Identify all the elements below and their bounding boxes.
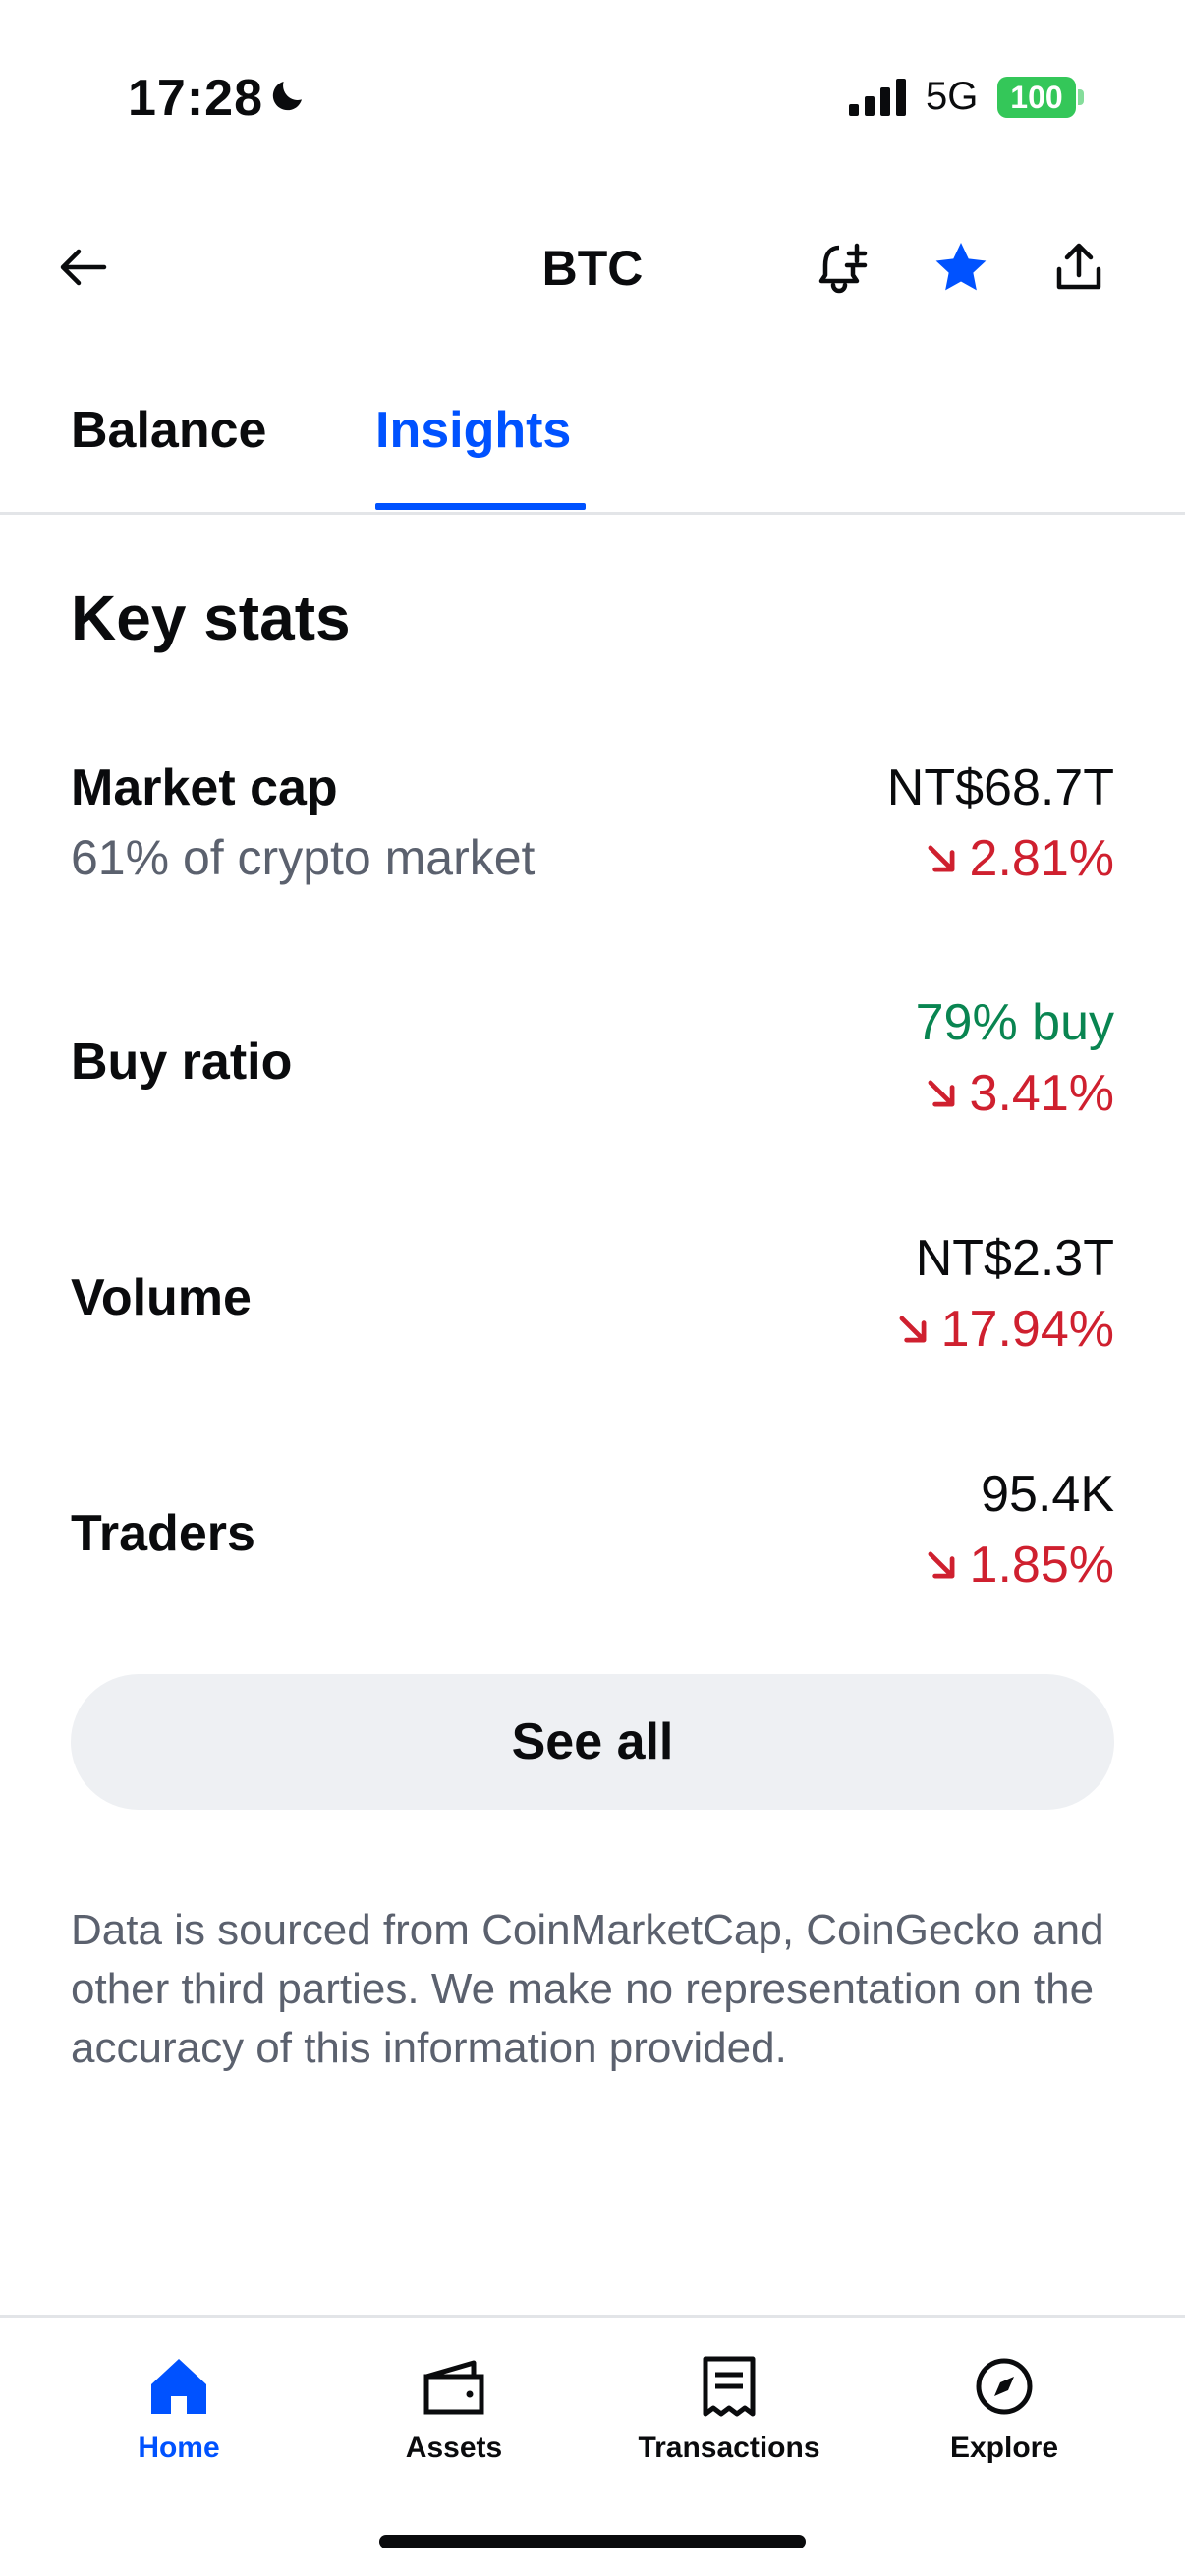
share-icon <box>1056 243 1101 290</box>
section-title: Key stats <box>71 583 351 653</box>
signal-icon <box>849 79 906 116</box>
nav-label: Transactions <box>638 2432 820 2464</box>
stat-change: 1.85% <box>923 1536 1114 1595</box>
stat-change-value: 17.94% <box>940 1301 1114 1358</box>
stat-row-buy-ratio: Buy ratio 79% buy 3.41% <box>71 993 1114 1170</box>
nav-label: Assets <box>405 2432 503 2464</box>
wallet-icon <box>423 2360 484 2415</box>
price-alert-button[interactable] <box>808 232 878 303</box>
moon-icon <box>272 82 302 111</box>
nav-label: Explore <box>949 2432 1059 2464</box>
arrow-left-icon <box>60 249 107 286</box>
data-disclaimer: Data is sourced from CoinMarketCap, Coin… <box>71 1906 1104 2072</box>
tab-insights[interactable]: Insights <box>375 402 572 459</box>
receipt-icon <box>703 2356 756 2417</box>
top-bar: BTC <box>0 196 1185 334</box>
battery-level: 100 <box>1010 80 1063 115</box>
stat-value: 95.4K <box>981 1466 1114 1523</box>
stat-row-market-cap: Market cap 61% of crypto market NT$68.7T… <box>71 758 1114 935</box>
watchlist-star-button[interactable] <box>926 232 996 303</box>
network-type: 5G <box>926 75 979 118</box>
arrow-down-right-icon <box>928 1080 955 1107</box>
stat-change-value: 3.41% <box>969 1065 1114 1122</box>
star-icon <box>935 243 987 291</box>
nav-label: Home <box>138 2432 220 2464</box>
nav-explore[interactable]: Explore <box>876 2347 1132 2504</box>
share-button[interactable] <box>1044 232 1114 303</box>
arrow-down-right-icon <box>928 1551 955 1579</box>
status-time: 17:28 <box>128 70 263 127</box>
stat-label: Market cap <box>71 759 338 816</box>
stat-row-traders: Traders 95.4K 1.85% <box>71 1465 1114 1642</box>
nav-transactions[interactable]: Transactions <box>601 2347 857 2504</box>
stat-value: 79% buy <box>915 994 1114 1051</box>
nav-home[interactable]: Home <box>51 2347 307 2504</box>
arrow-down-right-icon <box>928 845 955 872</box>
nav-assets[interactable]: Assets <box>326 2347 582 2504</box>
stat-label: Traders <box>71 1505 255 1562</box>
stat-value: NT$68.7T <box>886 759 1114 816</box>
bell-plus-icon <box>818 243 868 294</box>
arrow-down-right-icon <box>899 1316 927 1343</box>
stat-change: 3.41% <box>923 1064 1114 1123</box>
stat-row-volume: Volume NT$2.3T 17.94% <box>71 1229 1114 1406</box>
compass-icon <box>976 2358 1033 2415</box>
stat-label: Buy ratio <box>71 1034 293 1091</box>
stat-sublabel: 61% of crypto market <box>71 830 536 885</box>
status-bar: 17:28 5G 100 <box>0 0 1185 196</box>
stat-value: NT$2.3T <box>915 1230 1114 1287</box>
tab-balance[interactable]: Balance <box>71 402 267 459</box>
tab-bar: Balance Insights <box>0 383 1185 515</box>
stat-change: 17.94% <box>894 1300 1114 1359</box>
see-all-button[interactable]: See all <box>71 1674 1114 1810</box>
page-title: BTC <box>541 241 644 296</box>
stat-change: 2.81% <box>923 829 1114 888</box>
battery-icon: 100 <box>997 77 1084 118</box>
home-icon <box>151 2359 206 2414</box>
bottom-nav: Home Assets Transactions Explore <box>0 2315 1185 2576</box>
stat-change-value: 2.81% <box>969 830 1114 887</box>
home-indicator <box>379 2535 806 2548</box>
active-tab-indicator <box>375 503 586 510</box>
back-button[interactable] <box>51 236 114 299</box>
stat-change-value: 1.85% <box>969 1537 1114 1594</box>
stat-label: Volume <box>71 1269 252 1326</box>
